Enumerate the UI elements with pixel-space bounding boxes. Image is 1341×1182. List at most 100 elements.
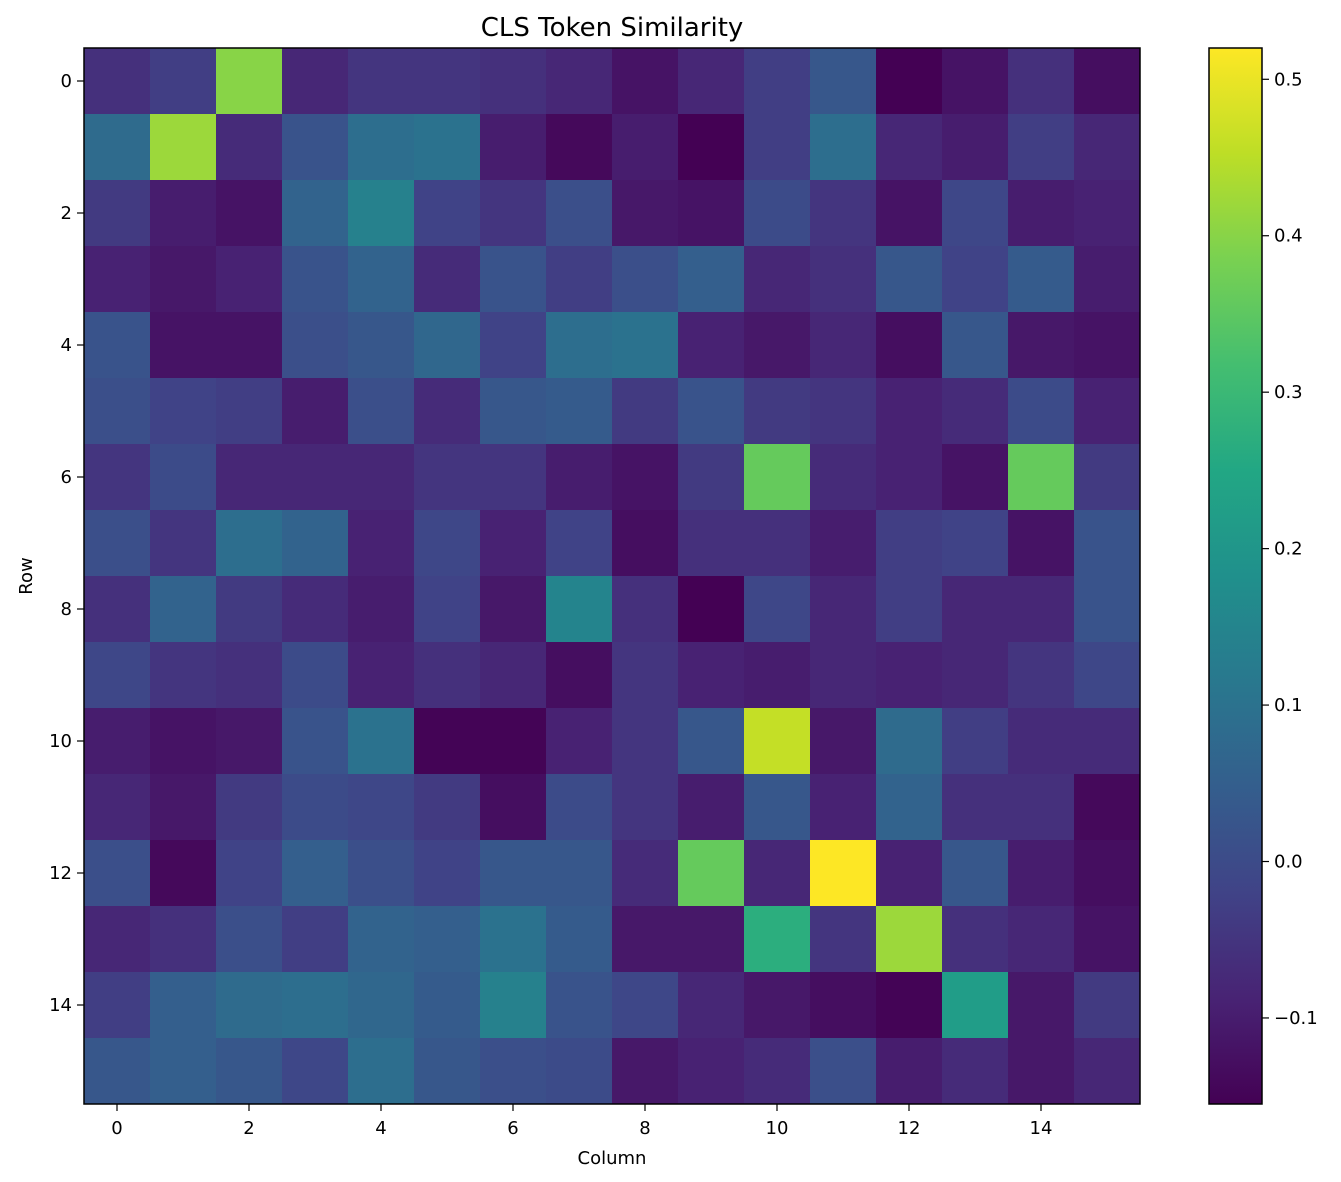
heatmap-cell [216,840,283,907]
heatmap-cell [612,774,679,841]
heatmap-cell [480,576,547,643]
heatmap-cell [612,1038,679,1105]
heatmap-cell [810,642,877,709]
heatmap-cell [876,444,943,511]
heatmap-cell [216,708,283,775]
heatmap-cell [282,774,349,841]
heatmap-cell [810,114,877,181]
heatmap-cell [678,642,745,709]
heatmap-cell [876,510,943,577]
heatmap-cell [1008,972,1075,1039]
heatmap-cell [876,840,943,907]
heatmap-cell [678,180,745,247]
heatmap-cell [612,642,679,709]
heatmap-cell [678,444,745,511]
x-tick-label: 14 [1030,1118,1053,1139]
heatmap-cell [1074,576,1141,643]
colorbar-tick-label: 0.5 [1274,69,1303,90]
heatmap-cell [348,312,415,379]
heatmap-cell [612,972,679,1039]
heatmap-cell [546,246,613,313]
heatmap-cell [348,48,415,115]
heatmap-cell [1074,510,1141,577]
heatmap-cell [414,642,481,709]
x-tick-label: 6 [507,1118,518,1139]
heatmap-cell [216,444,283,511]
heatmap-cell [678,48,745,115]
heatmap-cell [876,48,943,115]
y-tick-label: 4 [61,335,72,356]
heatmap-cell [546,378,613,445]
heatmap-cell [744,708,811,775]
heatmap-cell [1074,444,1141,511]
heatmap-cell [1008,510,1075,577]
heatmap-cell [1074,774,1141,841]
y-axis: 0 2 4 6 8 10 12 14 [49,71,84,1016]
heatmap-cell [480,48,547,115]
heatmap-cell [414,1038,481,1105]
heatmap-cell [480,972,547,1039]
y-tick-label: 10 [49,731,72,752]
heatmap-cell [810,312,877,379]
heatmap-cell [942,510,1009,577]
heatmap-cell [612,444,679,511]
heatmap-cell [1074,642,1141,709]
heatmap-cell [744,840,811,907]
heatmap-cell [348,1038,415,1105]
heatmap-cell [1008,576,1075,643]
heatmap-cell [480,510,547,577]
heatmap-cell [1074,48,1141,115]
heatmap-cell [1008,840,1075,907]
heatmap-cell [282,1038,349,1105]
heatmap-cell [744,48,811,115]
heatmap-cell [1008,312,1075,379]
heatmap-cell [1008,444,1075,511]
heatmap-cell [480,906,547,973]
heatmap-cell [1008,1038,1075,1105]
heatmap-cell [414,576,481,643]
x-tick-label: 8 [639,1118,650,1139]
heatmap-cell [282,840,349,907]
heatmap-cell [1074,312,1141,379]
heatmap-cell [1008,708,1075,775]
heatmap-cell [942,576,1009,643]
heatmap-cell [150,642,217,709]
heatmap-cell [612,906,679,973]
heatmap-cell [84,576,151,643]
heatmap-cell [678,312,745,379]
heatmap-cell [282,972,349,1039]
heatmap-cell [348,906,415,973]
heatmap-cell [282,114,349,181]
heatmap-cell [678,972,745,1039]
heatmap-cell [216,510,283,577]
heatmap-cell [282,378,349,445]
heatmap-cell [282,180,349,247]
y-axis-label: Row [16,557,37,594]
heatmap-cell [942,642,1009,709]
heatmap-cell [150,114,217,181]
heatmap-cell [150,510,217,577]
heatmap-cell [942,312,1009,379]
heatmap-cell [612,510,679,577]
heatmap-cell [414,48,481,115]
heatmap-cell [612,180,679,247]
heatmap-cell [1008,378,1075,445]
heatmap-cell [216,246,283,313]
heatmap-cell [546,906,613,973]
y-tick-label: 0 [61,71,72,92]
heatmap-cell [414,444,481,511]
heatmap-cell [348,444,415,511]
heatmap-cell [480,180,547,247]
colorbar-tick-label: 0.3 [1274,382,1303,403]
heatmap-cell [810,972,877,1039]
heatmap-cell [348,576,415,643]
heatmap-cell [480,840,547,907]
heatmap-cell [876,972,943,1039]
heatmap-cell [942,906,1009,973]
heatmap-cell [216,972,283,1039]
heatmap-cell [876,906,943,973]
heatmap-cell [1074,180,1141,247]
heatmap-cell [876,642,943,709]
heatmap-cell [678,510,745,577]
heatmap-cell [282,642,349,709]
